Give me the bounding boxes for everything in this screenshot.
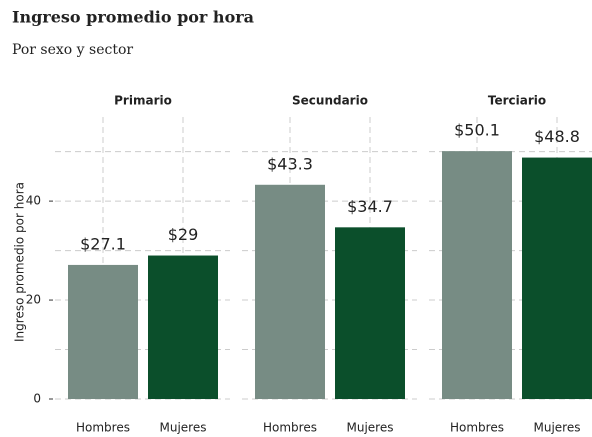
y-tick-label: 20 <box>26 293 41 307</box>
y-tick-label: 0 <box>33 392 41 406</box>
value-label: $34.7 <box>347 197 393 216</box>
value-label: $29 <box>168 225 199 244</box>
value-label: $48.8 <box>534 127 580 146</box>
value-label: $50.1 <box>454 121 500 140</box>
chart-subtitle: Por sexo y sector <box>12 42 133 58</box>
facet-title: Secundario <box>292 94 368 108</box>
y-tick-label: 40 <box>26 194 41 208</box>
facet-title: Primario <box>114 94 172 108</box>
x-tick-label: Hombres <box>450 421 504 435</box>
bar <box>442 151 512 399</box>
value-label: $27.1 <box>80 234 126 253</box>
x-tick-label: Hombres <box>76 421 130 435</box>
bar <box>68 264 138 399</box>
bar <box>255 184 325 399</box>
y-axis-label: Ingreso promedio por hora <box>13 182 27 342</box>
bar <box>148 255 218 399</box>
x-tick-label: Hombres <box>263 421 317 435</box>
facet-title: Terciario <box>488 94 546 108</box>
x-tick-label: Mujeres <box>347 421 394 435</box>
bar <box>335 227 405 399</box>
value-label: $43.3 <box>267 154 313 173</box>
chart-title: Ingreso promedio por hora <box>12 8 254 27</box>
x-tick-label: Mujeres <box>160 421 207 435</box>
bar <box>522 157 592 399</box>
x-tick-label: Mujeres <box>534 421 581 435</box>
